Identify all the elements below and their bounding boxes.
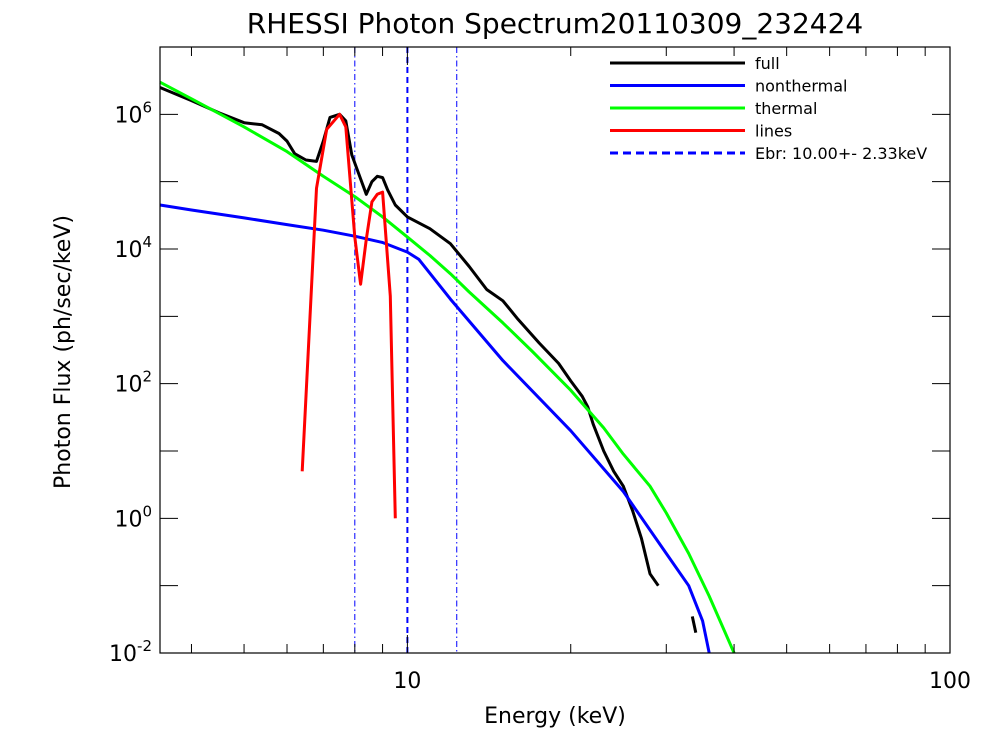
x-tick-label: 100 bbox=[929, 669, 971, 694]
series-full-line-1 bbox=[159, 86, 660, 587]
series-group bbox=[159, 80, 736, 654]
y-tick-label: 106 bbox=[114, 98, 152, 128]
x-axis-label: Energy (keV) bbox=[484, 704, 626, 729]
legend-label-5: Ebr: 10.00+- 2.33keV bbox=[755, 144, 927, 163]
y-tick-label: 104 bbox=[114, 233, 152, 263]
legend-label-2: nonthermal bbox=[755, 77, 847, 96]
x-tick-label: 10 bbox=[393, 669, 421, 694]
series-nonthermal-line-1 bbox=[159, 203, 711, 654]
axis-ticks: 10 100 10-2 100 102 104 106 bbox=[109, 46, 971, 694]
plot-frame bbox=[159, 46, 951, 654]
series-lines-line-1 bbox=[300, 112, 397, 519]
legend: full nonthermal thermal lines Ebr: 10.00+- 2… bbox=[610, 54, 927, 163]
y-tick-label: 102 bbox=[114, 368, 152, 398]
series-thermal-line-1 bbox=[159, 80, 736, 654]
legend-label-1: full bbox=[755, 54, 780, 73]
series-full-line-2 bbox=[690, 616, 698, 634]
legend-label-3: thermal bbox=[755, 99, 817, 118]
legend-label-4: lines bbox=[755, 122, 792, 141]
y-tick-label: 100 bbox=[114, 502, 152, 532]
y-tick-label: 10-2 bbox=[109, 637, 152, 667]
chart-title: RHESSI Photon Spectrum20110309_232424 bbox=[247, 7, 864, 40]
y-axis-label: Photon Flux (ph/sec/keV) bbox=[51, 215, 76, 489]
breakpoint-lines bbox=[354, 47, 458, 653]
